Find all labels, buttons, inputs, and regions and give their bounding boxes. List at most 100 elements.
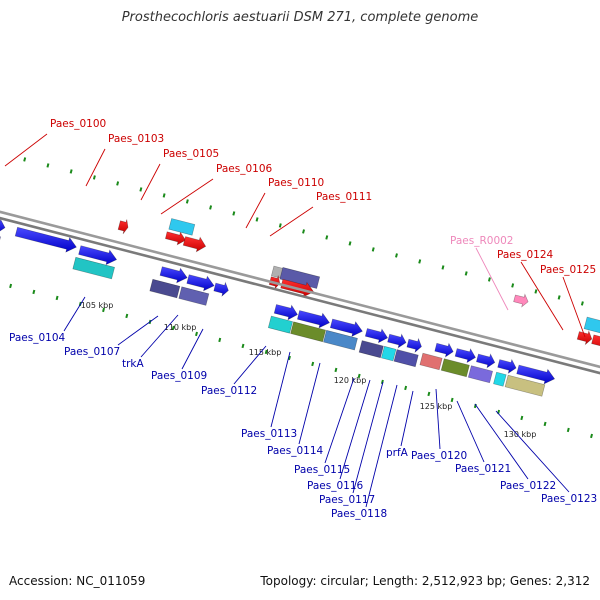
track-dot xyxy=(9,283,13,289)
track-dot xyxy=(427,391,431,397)
gene-label: Paes_0110 xyxy=(268,177,324,189)
track-dot xyxy=(302,229,306,234)
track-dot xyxy=(566,427,570,433)
gene-label: Paes_0125 xyxy=(540,264,596,276)
track-dot xyxy=(404,385,408,391)
ruler-label: 105 kbp xyxy=(81,301,114,310)
gene-label: Paes_0100 xyxy=(50,118,106,130)
gene-box xyxy=(168,218,196,236)
coordinate-ruler: 105 kbp 110 kbp 115 kbp 120 kbp 125 kbp 130 k… xyxy=(81,301,537,439)
track-dot xyxy=(23,157,27,162)
callout-line xyxy=(339,379,371,480)
gene-label: Paes_0116 xyxy=(307,480,364,492)
gene-arrow xyxy=(591,334,600,347)
accession-text: Accession: NC_011059 xyxy=(9,574,146,588)
track-dot xyxy=(264,349,268,355)
track-dot xyxy=(590,433,593,439)
gene-label: Paes_0104 xyxy=(9,332,66,344)
gene-arrow xyxy=(434,342,454,358)
gene-arrow xyxy=(516,364,556,385)
genome-backbone xyxy=(0,210,600,375)
gene-box xyxy=(267,315,293,334)
track-dot xyxy=(395,253,398,258)
track-dot xyxy=(171,325,175,331)
gene-box xyxy=(583,316,600,334)
track-dot xyxy=(32,289,36,295)
callout-line xyxy=(63,296,86,332)
track-dot xyxy=(125,313,129,319)
track-dot xyxy=(418,259,422,264)
gene-arrow xyxy=(364,328,389,344)
gene-label: trkA xyxy=(122,358,145,370)
gene-label: Paes_0124 xyxy=(497,249,554,261)
backbone-line xyxy=(0,216,600,375)
callout-line xyxy=(562,276,586,338)
ruler-label: 120 kbp xyxy=(334,376,367,385)
callout-line xyxy=(298,362,321,445)
track-dot xyxy=(69,169,73,174)
track-dot xyxy=(557,295,561,300)
gene-box xyxy=(381,345,397,362)
gene-arrow xyxy=(454,348,476,364)
callout-line xyxy=(85,148,106,187)
gene-box xyxy=(419,352,443,371)
track-dot xyxy=(287,355,291,361)
gene-label: Paes_0117 xyxy=(319,494,375,506)
track-dot xyxy=(232,211,236,216)
gene-arrow xyxy=(14,226,77,253)
gene-box xyxy=(493,371,507,387)
track-dot xyxy=(139,187,143,192)
gene-box xyxy=(72,256,115,280)
gene-arrow xyxy=(576,329,593,346)
gene-box xyxy=(440,358,470,378)
gene-box xyxy=(149,278,181,299)
track-dot xyxy=(241,343,245,349)
track-dot xyxy=(580,301,584,306)
track-dot xyxy=(380,379,384,385)
callout-line xyxy=(352,381,384,494)
callout-line xyxy=(270,351,291,428)
gene-box xyxy=(504,374,546,397)
gene-arrow xyxy=(117,219,129,235)
gene-label: Paes_0109 xyxy=(151,370,207,382)
callout-line xyxy=(269,206,314,237)
gene-label: Paes_0105 xyxy=(163,148,219,160)
track-dot xyxy=(464,271,468,276)
gene-label: Paes_0122 xyxy=(500,480,556,492)
gene-box xyxy=(467,365,493,384)
gene-box xyxy=(393,349,419,368)
gene-label: Paes_0123 xyxy=(541,493,597,505)
callout-line xyxy=(520,261,564,331)
callout-line xyxy=(140,163,161,201)
track-dot xyxy=(311,361,315,367)
gene-label: Paes_0103 xyxy=(108,133,164,145)
gene-arrow xyxy=(182,236,207,253)
gene-arrow xyxy=(273,304,298,321)
gene-label: Paes_0106 xyxy=(216,163,273,175)
gene-arrow xyxy=(329,318,363,337)
gene-arrow xyxy=(297,310,330,329)
gene-arrow xyxy=(165,231,187,246)
track-dot xyxy=(543,421,547,427)
gene-arrow xyxy=(186,274,215,292)
gene-arrow xyxy=(78,245,118,266)
gene-label: prfA xyxy=(386,447,409,459)
gene-label: Paes_0120 xyxy=(411,450,467,462)
callout-line xyxy=(324,377,355,464)
callout-line xyxy=(456,400,485,463)
callout-line xyxy=(495,410,570,493)
track-dot xyxy=(218,337,222,343)
gene-label: Paes_0118 xyxy=(331,508,387,520)
gene-label: Paes_0113 xyxy=(241,428,297,440)
callout-line xyxy=(435,388,441,450)
callout-line xyxy=(140,314,179,358)
gene-arrow xyxy=(497,358,517,374)
gene-label: Paes_0114 xyxy=(267,445,324,457)
gene-label: Paes_0111 xyxy=(316,191,372,203)
ruler-label: 115 kbp xyxy=(249,348,282,357)
track-dot xyxy=(195,331,198,337)
gene-label: Paes_0115 xyxy=(294,464,350,476)
gene-box xyxy=(323,329,358,351)
